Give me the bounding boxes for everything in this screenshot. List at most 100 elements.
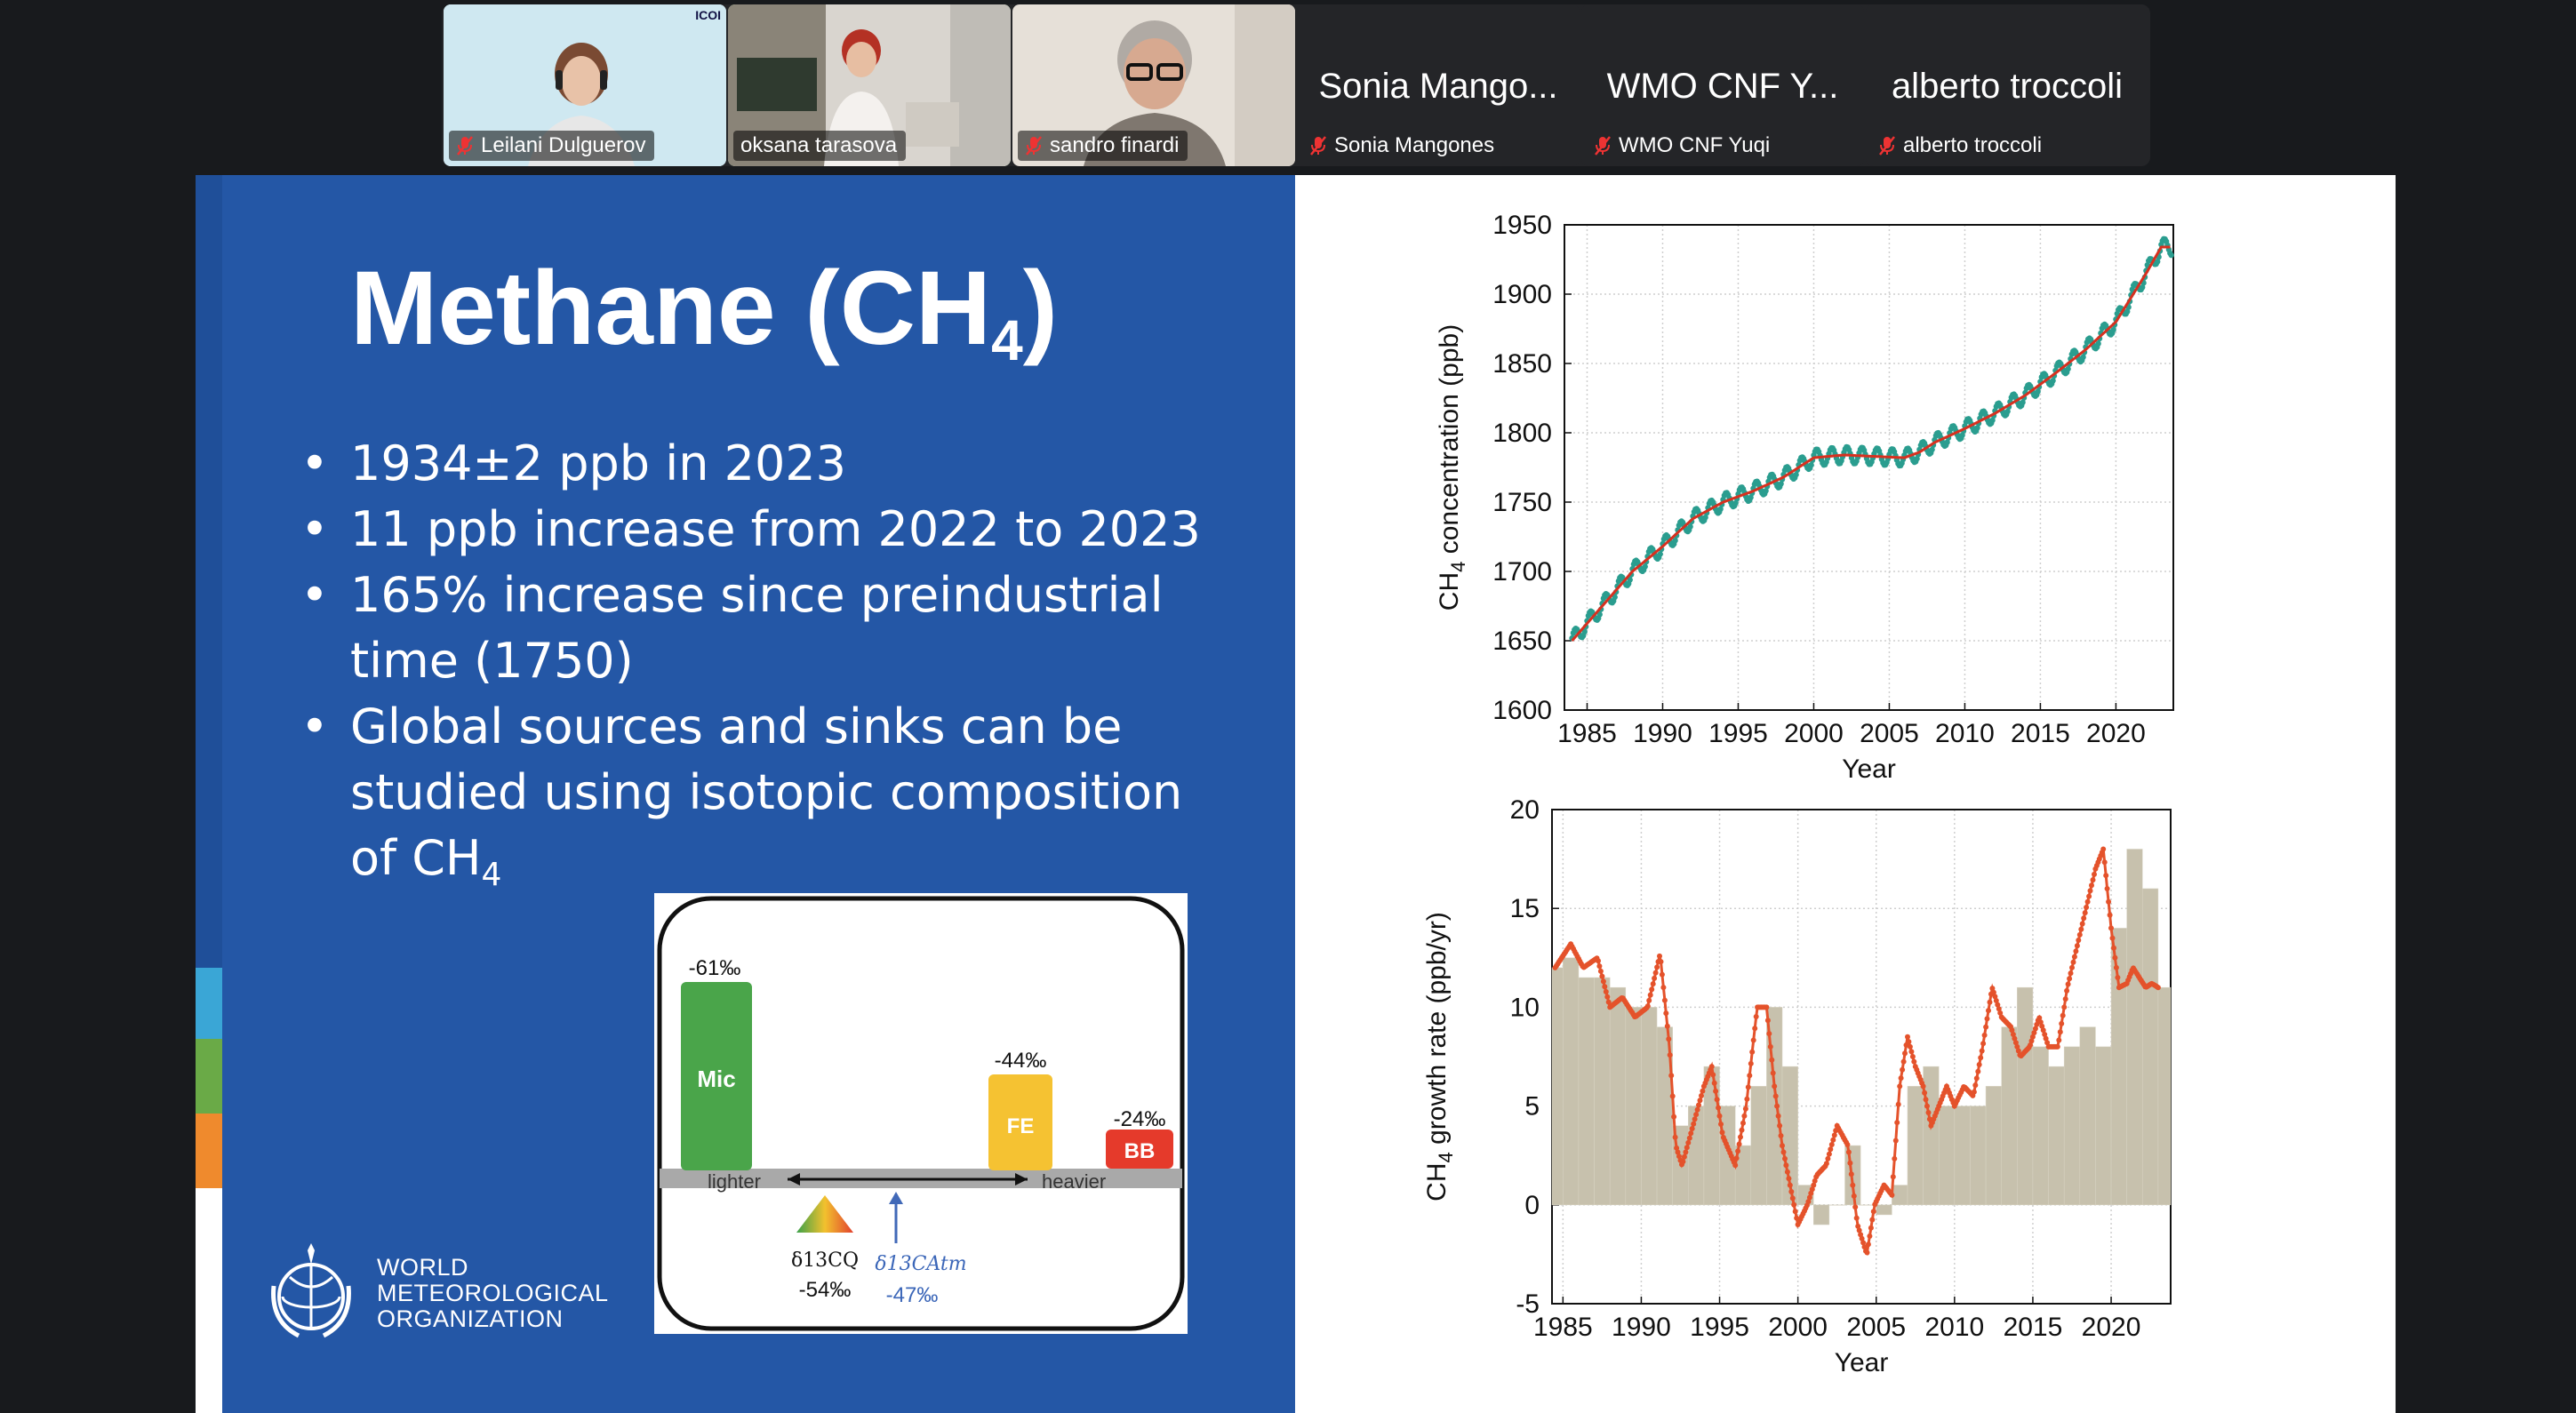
monthly-point <box>2035 388 2041 395</box>
monthly-point <box>1974 425 1980 431</box>
annual-bar <box>1985 1086 2002 1206</box>
growth-rate-point <box>1716 1105 1722 1111</box>
monthly-point <box>1748 494 1754 500</box>
annual-bar <box>2001 1026 2018 1206</box>
source-label-fe: FE <box>1007 1114 1035 1138</box>
growth-rate-point <box>1809 1186 1815 1193</box>
monthly-point <box>2065 365 2071 372</box>
annual-bar <box>2126 849 2143 1206</box>
monthly-point <box>1929 446 1935 453</box>
growth-rate-point <box>1787 1182 1793 1188</box>
growth-rate-point <box>2081 915 2087 922</box>
growth-rate-point <box>1739 1127 1745 1133</box>
annual-bar <box>2048 1066 2065 1206</box>
growth-rate-point <box>1780 1143 1785 1149</box>
growth-rate-point <box>1979 1048 1985 1054</box>
participant-tile-oksana[interactable]: oksana tarasova <box>728 4 1011 166</box>
participant-name-bar: sandro finardi <box>1018 131 1188 161</box>
y-tick-label: 1800 <box>1492 419 1552 448</box>
growth-rate-point <box>1688 1130 1694 1137</box>
delta-catm-value: -47‰ <box>886 1283 939 1307</box>
growth-rate-point <box>1713 1088 1719 1094</box>
growth-rate-point <box>2082 910 2088 916</box>
growth-rate-point <box>1864 1249 1870 1256</box>
growth-rate-point <box>1782 1155 1788 1162</box>
growth-rate-point <box>1600 978 1606 985</box>
growth-rate-point <box>1890 1174 1896 1180</box>
growth-rate-point <box>1851 1193 1857 1199</box>
participant-tile-sonia[interactable]: Sonia Mango... Sonia Mangones <box>1297 4 1580 166</box>
growth-rate-point <box>1735 1148 1741 1154</box>
growth-rate-point <box>1683 1149 1689 1155</box>
growth-rate-point <box>2062 996 2068 1002</box>
annual-bar <box>2142 888 2159 1206</box>
wmo-text-line: METEOROLOGICAL <box>377 1279 609 1306</box>
participant-tile-alberto[interactable]: alberto troccoli alberto troccoli <box>1866 4 2148 166</box>
y-tick-label: 1650 <box>1492 627 1552 656</box>
growth-rate-point <box>1674 1145 1680 1151</box>
annual-bar <box>1876 1204 1892 1216</box>
growth-rate-point <box>2076 931 2083 938</box>
growth-rate-point <box>2115 975 2121 980</box>
growth-rate-point <box>2036 1015 2043 1021</box>
growth-rate-point <box>2065 981 2071 987</box>
participant-name: Leilani Dulguerov <box>481 133 646 157</box>
x-tick-label: 2010 <box>1935 719 1995 748</box>
monthly-line <box>1571 237 2172 640</box>
growth-rate-point <box>1978 1055 1984 1061</box>
growth-rate-point <box>1831 1132 1837 1138</box>
growth-rate-point <box>1732 1162 1739 1169</box>
growth-rate-point <box>2113 964 2119 970</box>
source-value-fe: -44‰ <box>995 1049 1047 1073</box>
y-tick-label: 15 <box>1510 894 1540 923</box>
x-tick-label: 2020 <box>2082 1313 2141 1342</box>
participant-tile-leilani[interactable]: ICOI Leilani Dulguerov <box>444 4 726 166</box>
growth-rate-point <box>1647 992 1653 998</box>
growth-rate-point <box>1596 958 1601 964</box>
monthly-point <box>1793 471 1799 478</box>
growth-rate-point <box>1856 1227 1862 1233</box>
x-tick-label: 1990 <box>1633 719 1692 748</box>
growth-rate-point <box>1749 1049 1756 1055</box>
growth-rate-point <box>1650 981 1656 987</box>
participant-name: WMO CNF Yuqi <box>1619 133 1771 157</box>
growth-rate-point <box>1788 1189 1795 1194</box>
mic-muted-icon <box>1026 136 1042 156</box>
participant-display-name: alberto troccoli <box>1891 67 2124 106</box>
wmo-emblem-icon <box>271 1243 351 1338</box>
growth-rate-point <box>1808 1190 1814 1196</box>
growth-rate-point <box>1828 1142 1835 1147</box>
monthly-point <box>1944 439 1950 445</box>
growth-rate-point <box>1697 1098 1703 1104</box>
annual-bar <box>1954 1106 1971 1206</box>
growth-rate-point <box>2034 1021 2040 1027</box>
participant-tile-wmo-cnf-yuqi[interactable]: WMO CNF Y... WMO CNF Yuqi <box>1581 4 1864 166</box>
growth-rate-point <box>1973 1075 1980 1082</box>
growth-rate-point <box>1770 1070 1776 1076</box>
growth-rate-point <box>1908 1049 1915 1055</box>
growth-rate-point <box>2079 921 2085 927</box>
growth-rate-point <box>1596 963 1603 970</box>
x-tick-label: 2005 <box>1846 1313 1906 1342</box>
growth-rate-point <box>2037 1019 2044 1026</box>
growth-rate-point <box>1658 959 1664 965</box>
growth-rate-point <box>2074 943 2080 949</box>
growth-rate-point <box>1852 1204 1859 1210</box>
growth-rate-point <box>1858 1232 1864 1238</box>
growth-rate-point <box>1671 1114 1677 1120</box>
growth-rate-point <box>1646 997 1652 1003</box>
growth-rate-point <box>1923 1097 1929 1103</box>
participant-tile-sandro[interactable]: sandro finardi <box>1012 4 1295 166</box>
growth-rate-point <box>1906 1039 1912 1045</box>
annual-bar <box>2063 1046 2081 1206</box>
growth-rate-point <box>1667 1052 1673 1058</box>
growth-rate-point <box>1900 1066 1906 1073</box>
annual-bar <box>2157 986 2172 1206</box>
axis-lighter-label: lighter <box>708 1170 761 1193</box>
growth-rate-point <box>1894 1120 1900 1126</box>
growth-rate-point <box>1828 1146 1834 1153</box>
growth-rate-point <box>1902 1050 1908 1057</box>
growth-rate-point <box>1599 973 1605 979</box>
growth-rate-point <box>1660 985 1667 991</box>
growth-rate-point <box>1981 1032 1988 1038</box>
